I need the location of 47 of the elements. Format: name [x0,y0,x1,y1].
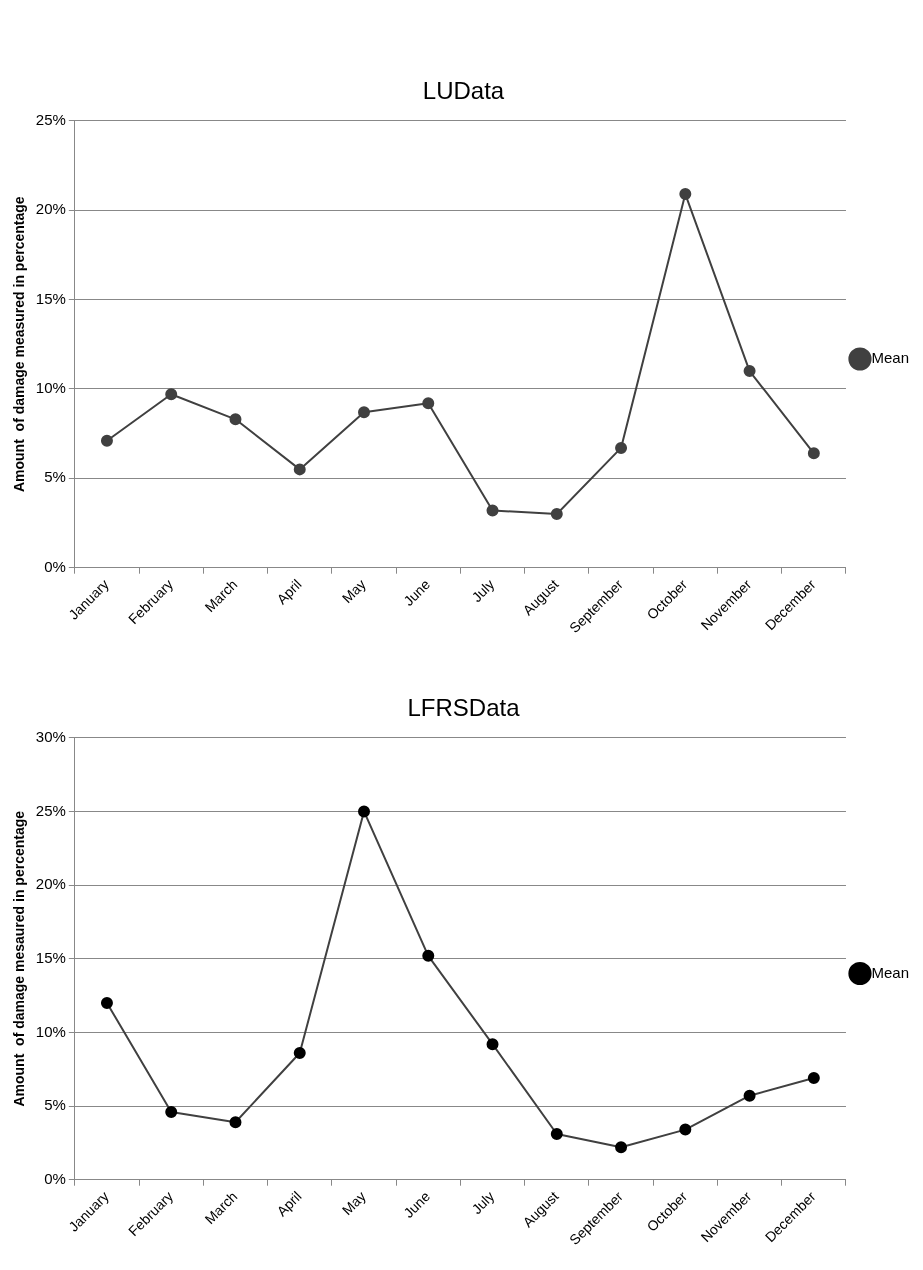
point [165,1105,178,1118]
legend-label: Mean [871,963,910,981]
point [229,1116,242,1129]
point [807,447,820,460]
point [358,805,371,818]
y-tick-label: 0% [44,1169,66,1187]
point [743,1089,756,1102]
point [743,365,756,378]
chart-title: LUData [422,77,505,105]
y-tick-label: 25% [35,801,66,819]
point [486,504,499,517]
y-tick-label: 20% [35,875,66,893]
y-tick-label: 0% [44,557,66,575]
y-tick-label: 30% [35,727,66,745]
point [422,397,435,410]
point [807,1072,820,1085]
point [293,463,306,476]
point [615,441,628,454]
point [679,1123,692,1136]
y-tick-label: 10% [35,1022,66,1040]
y-tick-label: 5% [44,1096,66,1114]
x-tick-label: May [338,576,369,607]
point [615,1141,628,1154]
point [679,188,692,201]
point [229,413,242,426]
chart-title: LFRSData [407,694,521,722]
x-tick-label: July [468,576,498,606]
point [486,1038,499,1051]
y-tick-label: 15% [35,948,66,966]
legend-label: Mean [871,349,910,367]
y-tick-label: 10% [35,379,66,397]
y-tick-label: 25% [35,110,66,128]
y-tick-label: 15% [35,289,66,307]
y-axis-title: Amount of damage measured in percentage [11,196,28,493]
point [422,949,435,962]
y-tick-label: 20% [35,200,66,218]
x-tick-label: May [338,1188,369,1219]
y-axis-title: Amount of damage mesaured in percentage [11,810,28,1107]
point [550,508,563,521]
point [100,434,113,447]
point [550,1128,563,1141]
point [293,1047,306,1060]
y-tick-label: 5% [44,468,66,486]
point [100,996,113,1009]
point [165,388,178,401]
x-tick-label: July [468,1188,498,1218]
point [358,406,371,419]
